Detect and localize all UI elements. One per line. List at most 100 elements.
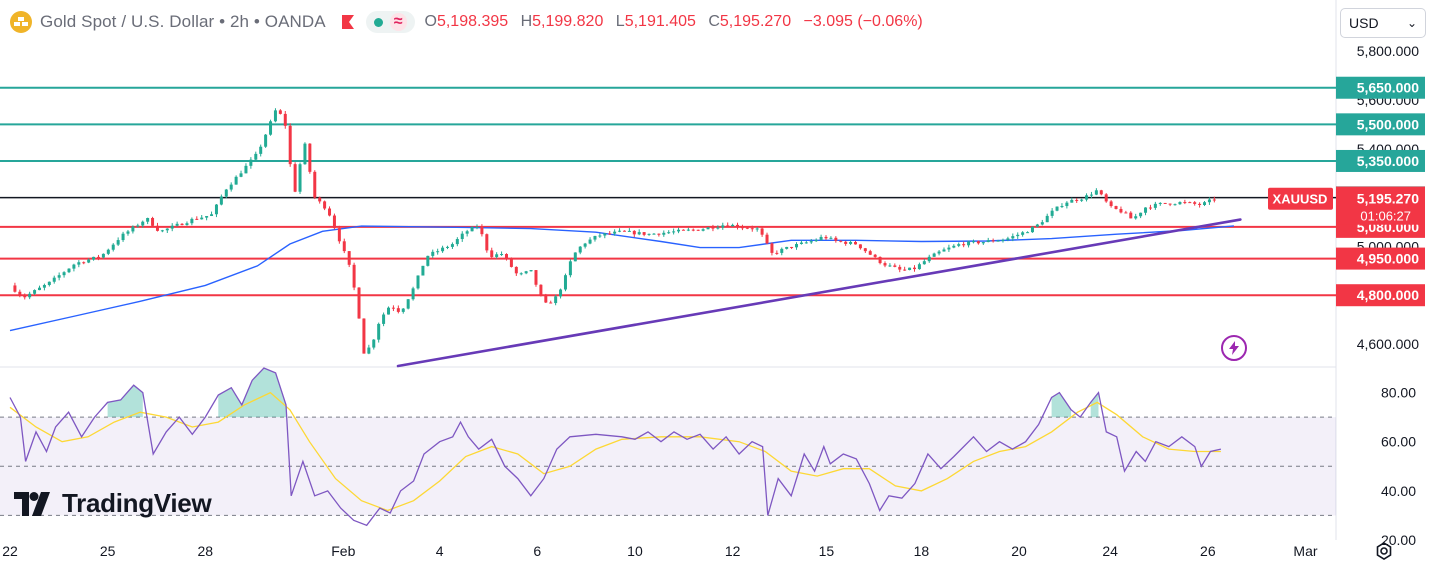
candle [1163,202,1167,204]
candle [259,144,263,157]
candle [588,237,592,245]
candle [13,282,17,293]
tradingview-wordmark: TradingView [62,488,212,518]
candle [337,225,341,244]
horizontal-levels[interactable] [0,86,1336,297]
trendline-layer[interactable] [396,218,1242,368]
candle-body [303,143,307,165]
candle-body [269,121,273,135]
candle-body [549,302,553,304]
candle [539,284,543,297]
candle-body [283,113,287,126]
candle-body [357,287,361,319]
candle-body [770,243,774,253]
candle [234,175,238,185]
candle [1050,208,1054,219]
candle [1104,193,1108,203]
candle [740,224,744,231]
candle-body [92,256,96,260]
trendline [396,218,1242,368]
symbol-title[interactable]: Gold Spot / U.S. Dollar • 2h • OANDA [40,12,326,31]
candle-body [942,249,946,252]
low-label: L [615,13,625,30]
candle [854,240,858,245]
candle [396,305,400,314]
candle-body [1001,239,1005,241]
candle [1065,201,1069,209]
candle [534,269,538,287]
candle [126,229,130,236]
candle-body [917,264,921,270]
candle [736,222,740,230]
candle [1035,223,1039,228]
candle-body [106,249,110,254]
tradingview-logo[interactable]: TradingView [14,488,212,519]
candle [1016,232,1020,239]
candle [1193,201,1197,206]
rsi-overbought-fill [1090,392,1099,418]
candle-body [775,252,779,254]
candle-body [824,236,828,239]
time-tick-label: 22 [2,543,18,559]
candle [662,230,666,237]
candle-body [391,307,395,309]
settings-icon[interactable] [1374,541,1394,561]
candle-body [396,308,400,312]
candle-body [898,266,902,270]
candle [151,216,155,227]
candle [696,229,700,232]
candle-body [1109,201,1113,207]
candle [131,225,135,234]
support-2-tag [1336,247,1425,270]
candle [254,151,258,161]
candle [745,226,749,230]
candle-body [362,318,366,354]
candle [18,289,22,298]
candle-body [996,240,1000,242]
candle-body [259,146,263,154]
price-axis[interactable]: 4,600.0004,800.0005,000.0005,200.0005,40… [1268,43,1425,548]
candle [573,252,577,262]
candle [323,200,327,211]
rsi-tick-label: 40.00 [1381,483,1416,499]
candle-body [976,241,980,244]
candle-body [908,267,912,271]
currency-select[interactable]: USD ⌄ [1340,8,1426,38]
candle-body [116,240,120,245]
candle [37,285,41,291]
candle-body [298,164,302,192]
candle-body [509,258,513,267]
candle [578,246,582,255]
candle-body [1153,203,1157,208]
candle-body [264,134,268,147]
candle-body [971,241,975,243]
candle [1203,201,1207,207]
candle [755,227,759,232]
candle [1045,213,1049,223]
candle-body [495,254,499,258]
candle [273,108,277,123]
rsi-overbought-fill [1051,392,1072,418]
candle [957,242,961,248]
candle-body [829,237,833,239]
lightning-icon[interactable] [1221,335,1247,361]
flag-icon[interactable] [340,14,356,30]
candle-body [426,255,430,266]
candle [1173,203,1177,206]
candle [141,220,145,228]
candle [411,286,415,301]
rsi-tick-label: 60.00 [1381,434,1416,450]
candle-body [785,246,789,249]
candle-body [1045,215,1049,223]
candle-body [622,230,626,232]
candle [106,248,110,256]
last-price-label: 5,195.270 [1357,191,1419,207]
time-axis[interactable]: 22 25 28 Feb 4 6 10 12 15 18 20 24 26 Mar [2,543,1318,559]
candle [214,204,218,218]
candle-body [1040,222,1044,225]
market-status-pill[interactable]: ≈ [365,11,415,33]
candle-body [13,285,17,292]
candle [549,300,553,304]
candle-body [912,267,916,270]
